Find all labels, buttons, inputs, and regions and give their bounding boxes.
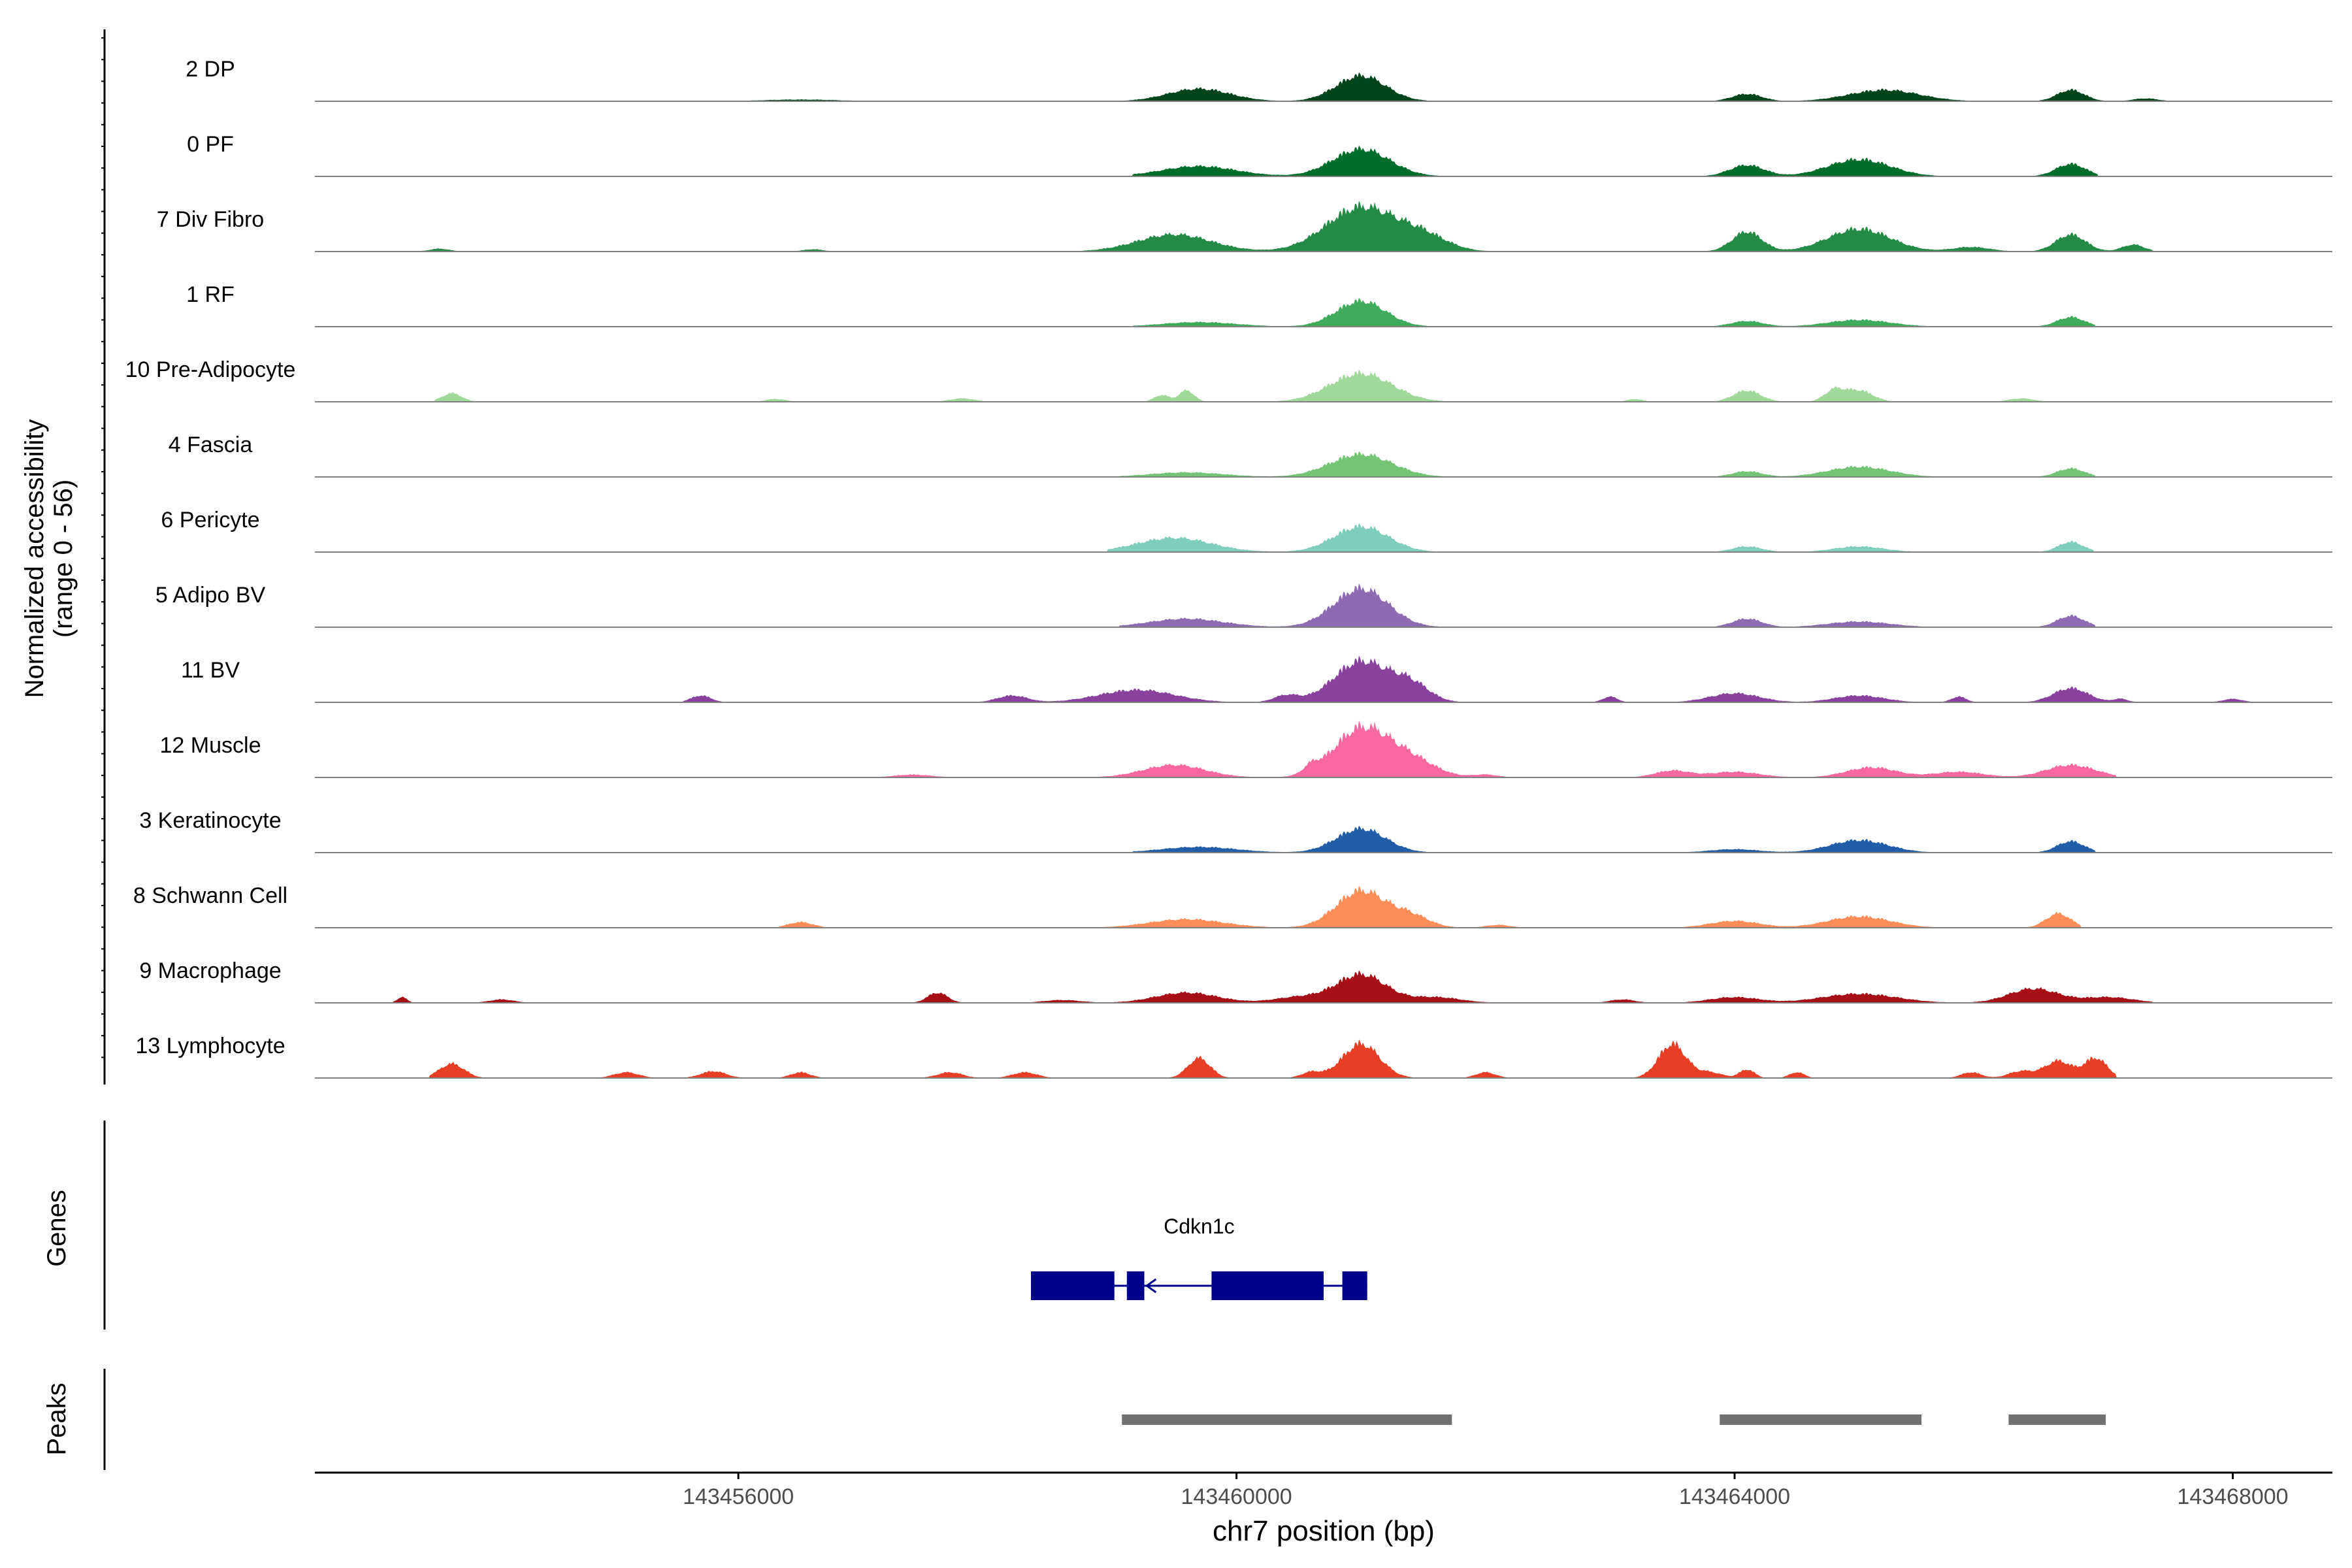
track-label: 8 Schwann Cell [133,883,287,908]
track-label: 9 Macrophage [139,958,281,983]
track-3: 7 Div Fibro [157,201,2332,252]
track-1: 2 DP [186,57,2332,102]
coverage-area [315,720,2332,777]
coverage-area [315,885,2332,928]
track-6: 4 Fascia [169,433,2332,478]
genes-panel: Cdkn1c [1031,1215,1367,1300]
x-axis-ticks: 143456000 143460000 143464000 143468000 [683,1473,2289,1509]
gene-label: Cdkn1c [1164,1215,1235,1238]
x-tick-label: 143456000 [683,1484,794,1509]
peak-region [1720,1414,1921,1425]
coverage-area [315,970,2332,1003]
track-label: 5 Adipo BV [155,583,266,608]
track-label: 12 Muscle [160,733,261,758]
coverage-area [315,655,2332,702]
track-label: 1 RF [186,282,235,307]
track-8: 5 Adipo BV [155,583,2332,628]
peak-region [1122,1414,1452,1425]
peak-region [2008,1414,2106,1425]
gene-cdkn1c: Cdkn1c [1031,1215,1367,1300]
track-label: 4 Fascia [169,433,253,457]
gene-exon [1211,1271,1324,1300]
track-label: 2 DP [186,57,235,82]
coverage-area [315,145,2332,176]
coverage-area [315,297,2332,327]
coverage-area [315,201,2332,252]
track-4: 1 RF [186,282,2332,327]
y-axis-title: Normalized accessibility (range 0 - 56) [20,419,78,698]
track-label: 11 BV [181,658,240,683]
track-label: 13 Lymphocyte [135,1034,285,1058]
track-14: 13 Lymphocyte [135,1034,2332,1079]
strand-arrow-icon [1145,1278,1157,1294]
coverage-area [315,1039,2332,1078]
track-12: 8 Schwann Cell [133,883,2332,928]
coverage-area [315,523,2332,552]
genes-panel-title: Genes [42,1190,71,1267]
track-13: 9 Macrophage [139,958,2332,1004]
coverage-area [315,825,2332,853]
x-tick-label: 143468000 [2177,1484,2288,1509]
track-9: 11 BV [181,655,2332,703]
track-label: 10 Pre-Adipocyte [125,357,296,382]
coverage-area [315,369,2332,402]
track-7: 6 Pericyte [161,508,2332,553]
coverage-tracks: 2 DP 0 PF 7 Div Fibro 1 RF 10 Pre-Adipocyte 4… [125,57,2332,1079]
coverage-area [315,451,2332,477]
track-5: 10 Pre-Adipocyte [125,357,2332,402]
track-label: 0 PF [187,132,234,157]
track-label: 6 Pericyte [161,508,259,532]
y-axis-ticks [101,37,105,1058]
gene-exon [1342,1271,1367,1300]
x-tick-label: 143464000 [1679,1484,1790,1509]
coverage-area [315,72,2332,101]
track-10: 12 Muscle [160,720,2332,778]
peaks-panel-title: Peaks [42,1382,71,1455]
gene-exon [1031,1271,1115,1300]
track-2: 0 PF [187,132,2332,177]
track-11: 3 Keratinocyte [139,808,2332,853]
gene-exon [1126,1271,1145,1300]
y-axis-title-line2: (range 0 - 56) [49,480,78,638]
x-tick-label: 143460000 [1181,1484,1292,1509]
peaks-panel [1122,1414,2106,1425]
y-axis-title-line1: Normalized accessibility [20,419,49,698]
track-label: 3 Keratinocyte [139,808,281,833]
x-axis-title: chr7 position (bp) [1213,1515,1435,1547]
track-label: 7 Div Fibro [157,207,264,232]
coverage-area [315,583,2332,627]
